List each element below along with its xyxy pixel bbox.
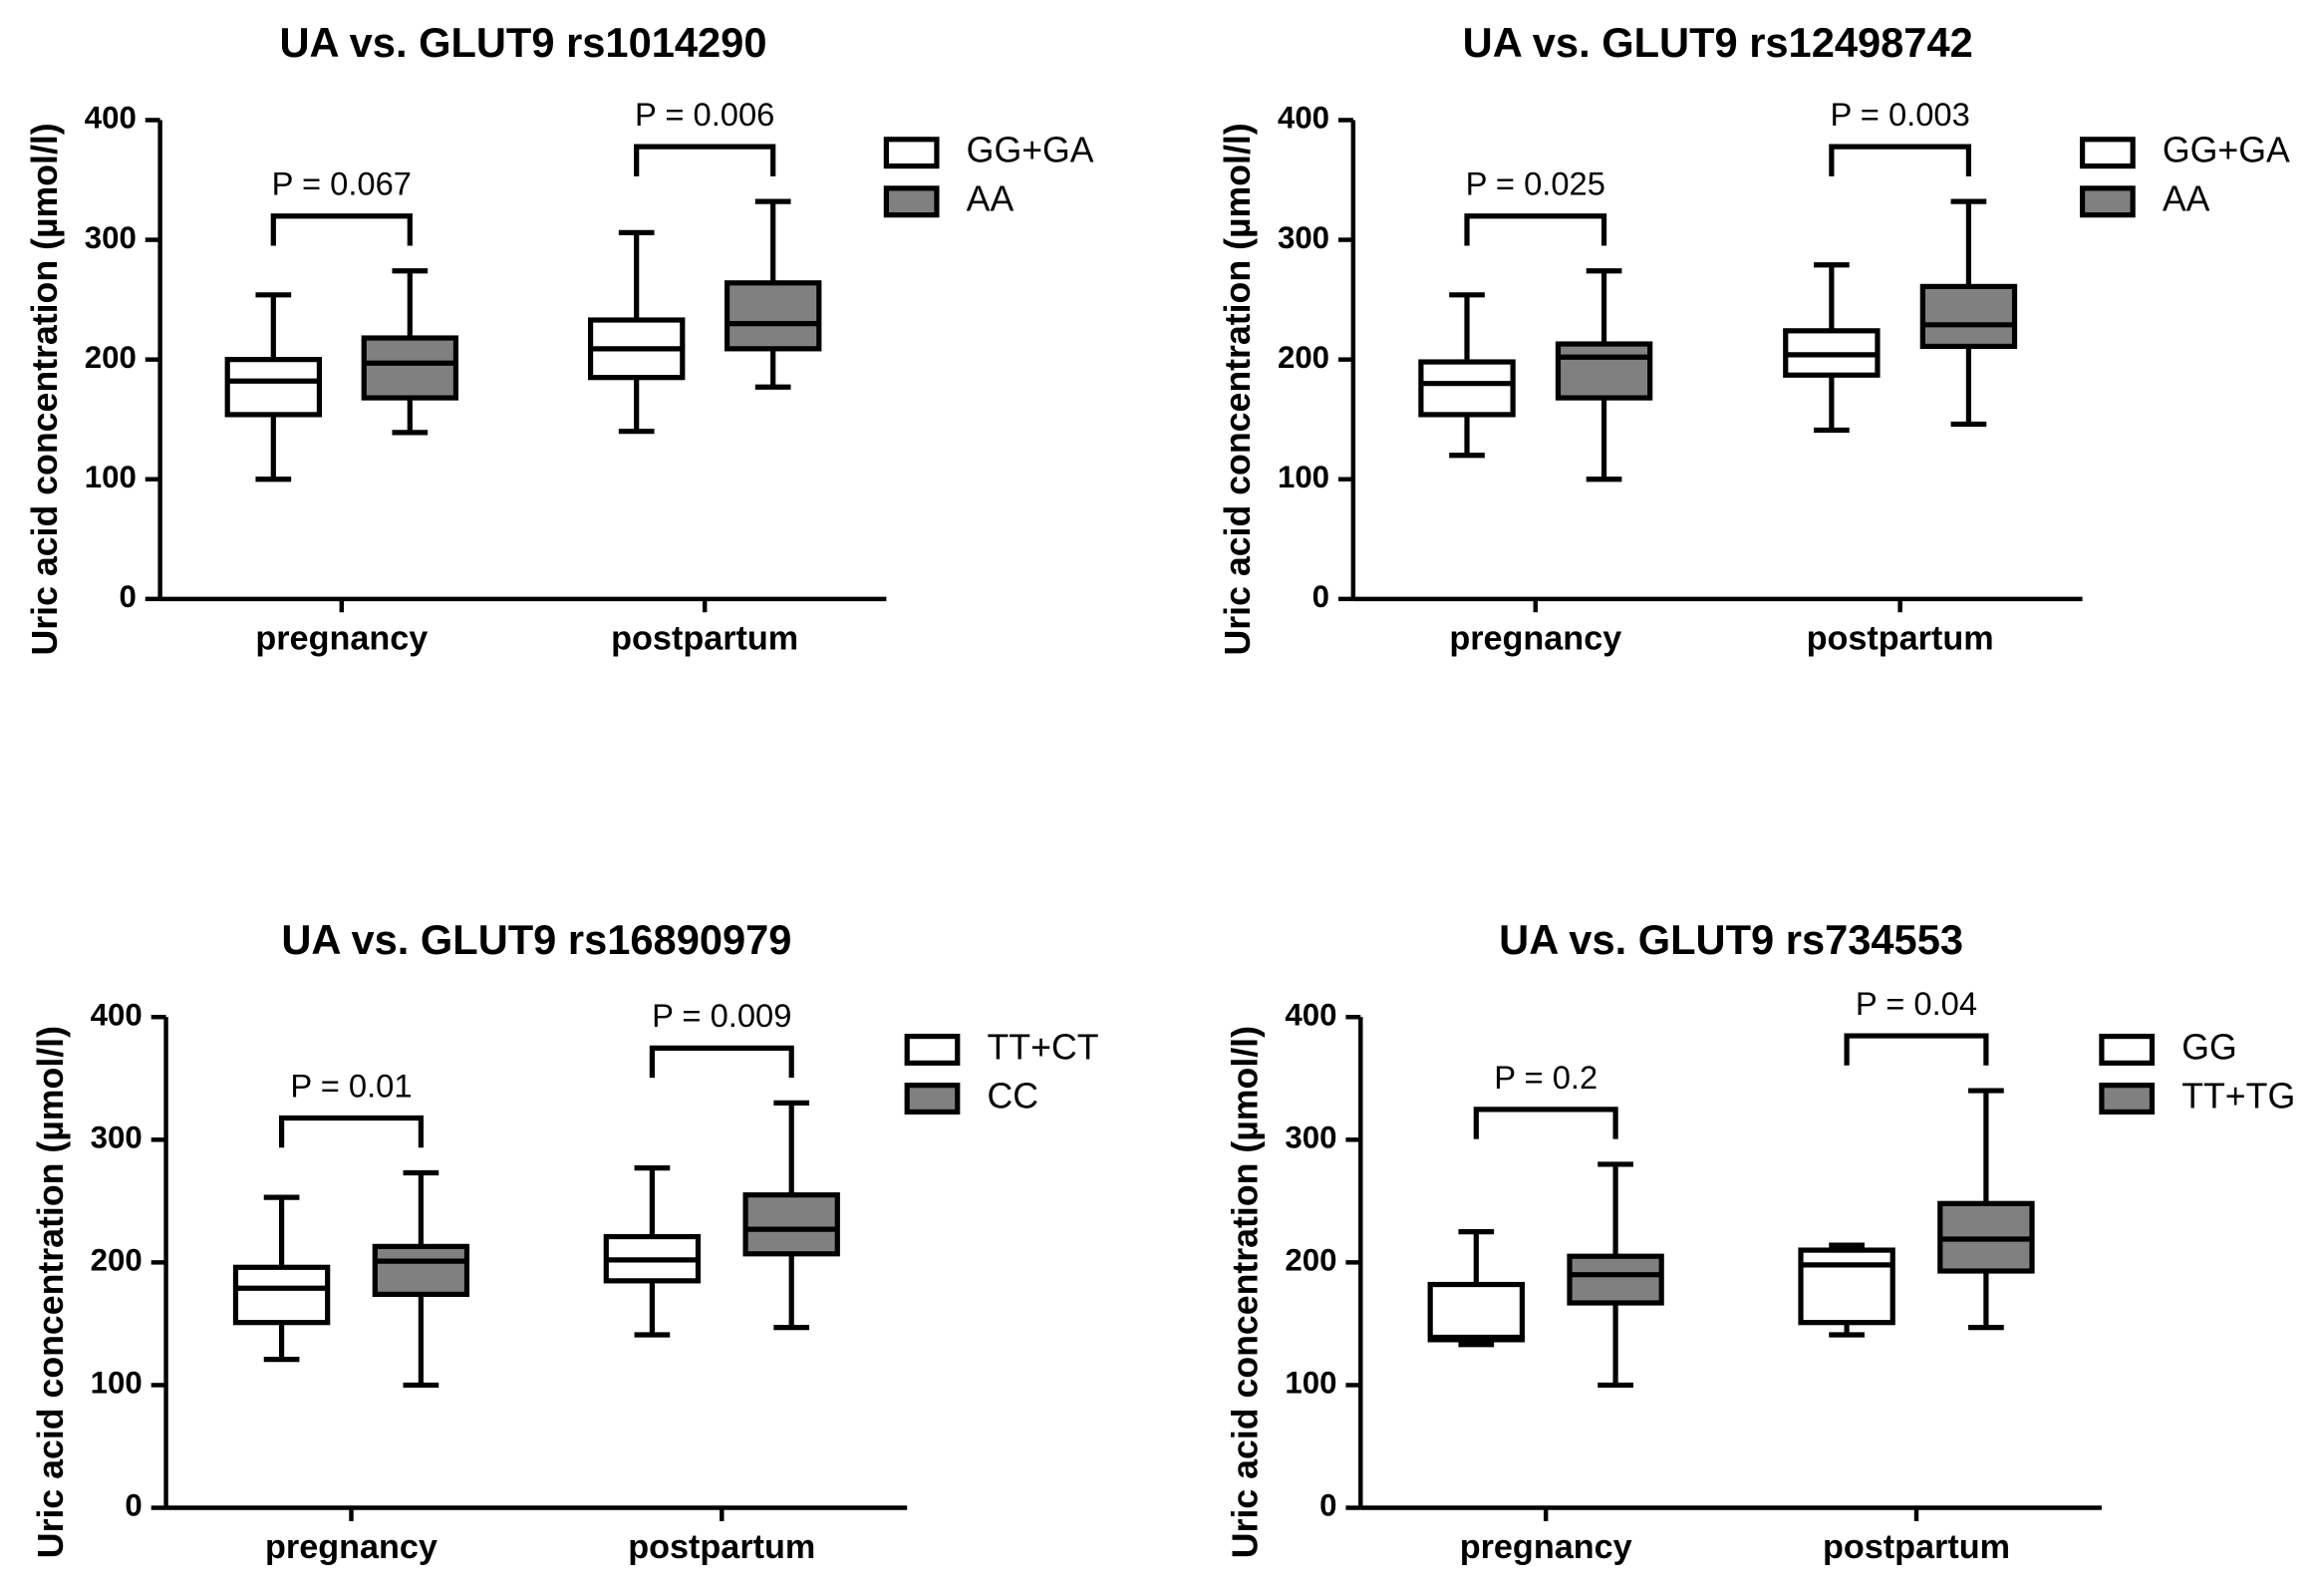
significance-bracket [1464,213,1607,246]
y-tick-label: 300 [1285,1120,1336,1155]
significance-bracket [1829,144,1972,176]
y-axis-label: Uric acid concentration (µmol/l) [25,123,65,655]
x-tick-label: postpartum [628,1528,815,1566]
significance-bracket [1473,1107,1618,1139]
y-tick-label: 0 [1312,579,1329,614]
p-value: P = 0.01 [290,1067,412,1104]
y-tick-label: 0 [1319,1488,1336,1523]
box [1919,283,2018,350]
x-tick-label: pregnancy [255,620,428,658]
significance-bracket [278,1115,424,1148]
chart-title: UA vs. GLUT9 rs16890979 [281,916,791,963]
legend-label: GG [2181,1027,2237,1067]
box [1418,359,1516,418]
y-tick-label: 400 [1285,997,1336,1032]
p-value: P = 0.067 [272,165,412,202]
box [1555,341,1653,401]
box [1567,1253,1664,1306]
legend-label: TT+CT [988,1027,1099,1067]
p-value: P = 0.04 [1856,985,1977,1022]
legend-label: TT+TG [2181,1076,2295,1116]
box [724,280,822,352]
y-tick-label: 200 [91,1243,143,1278]
significance-bracket [1844,1033,1989,1066]
y-axis-label: Uric acid concentration (µmol/l) [1218,123,1258,655]
legend-swatch [883,185,940,218]
y-tick-label: 400 [91,997,143,1032]
legend-label: AA [967,179,1015,219]
p-value: P = 0.2 [1494,1059,1598,1096]
y-tick-label: 100 [1285,1366,1336,1401]
x-tick-label: postpartum [611,620,798,658]
box [224,357,323,418]
significance-bracket [270,213,413,246]
y-tick-label: 300 [1278,220,1329,255]
legend-swatch [904,1033,961,1066]
legend-swatch [2099,1083,2156,1116]
y-tick-label: 400 [1278,101,1329,136]
y-tick-label: 0 [119,579,136,614]
legend-swatch [2079,185,2136,218]
legend-label: GG+GA [967,131,1094,170]
legend-label: GG+GA [2163,131,2290,170]
x-tick-label: pregnancy [1449,620,1621,658]
y-tick-label: 100 [91,1366,143,1401]
x-tick-label: postpartum [1823,1528,2010,1566]
y-tick-label: 300 [91,1120,143,1155]
x-tick-label: pregnancy [265,1528,437,1566]
x-tick-label: pregnancy [1460,1528,1632,1566]
legend-swatch [883,137,940,169]
box [1798,1247,1895,1326]
chart-title: UA vs. GLUT9 rs1014290 [280,19,767,66]
box [232,1264,331,1326]
y-tick-label: 100 [85,460,137,494]
legend-label: CC [988,1076,1039,1116]
y-tick-label: 100 [1278,460,1329,494]
box [372,1243,470,1297]
chart-title: UA vs. GLUT9 rs734553 [1499,916,1963,963]
p-value: P = 0.006 [635,96,774,133]
significance-bracket [634,144,776,176]
chart-title: UA vs. GLUT9 rs12498742 [1463,19,1973,66]
p-value: P = 0.009 [652,997,791,1034]
legend-label: AA [2163,179,2210,219]
y-tick-label: 400 [85,101,137,136]
y-tick-label: 200 [1278,340,1329,375]
legend-swatch [904,1083,961,1116]
y-tick-label: 0 [125,1488,142,1523]
y-tick-label: 200 [85,340,137,375]
y-axis-label: Uric acid concentration (µmol/l) [31,1026,71,1558]
y-tick-label: 200 [1285,1243,1336,1278]
legend-swatch [2079,137,2136,169]
y-axis-label: Uric acid concentration (µmol/l) [1226,1026,1266,1558]
legend-swatch [2099,1033,2156,1066]
box [742,1192,840,1257]
box [1427,1281,1525,1343]
p-value: P = 0.003 [1830,96,1969,133]
significance-bracket [649,1045,794,1079]
p-value: P = 0.025 [1466,165,1605,202]
box [361,335,459,401]
y-tick-label: 300 [85,220,137,255]
x-tick-label: postpartum [1807,620,1994,658]
